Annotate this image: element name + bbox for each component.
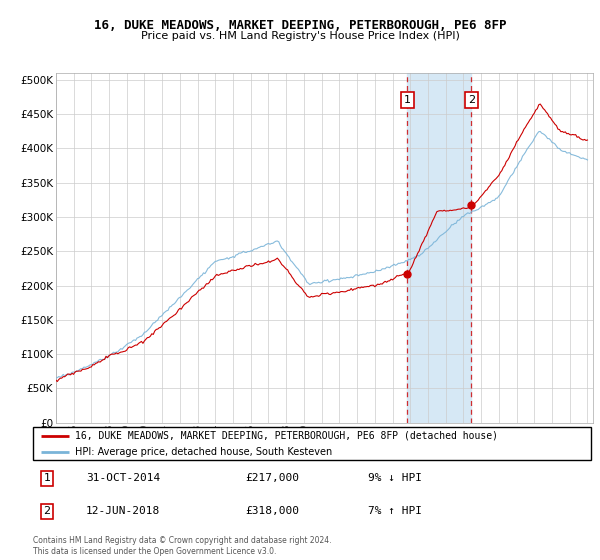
Text: 16, DUKE MEADOWS, MARKET DEEPING, PETERBOROUGH, PE6 8FP (detached house): 16, DUKE MEADOWS, MARKET DEEPING, PETERB… <box>75 431 498 441</box>
Text: 2: 2 <box>467 95 475 105</box>
Text: Contains HM Land Registry data © Crown copyright and database right 2024.
This d: Contains HM Land Registry data © Crown c… <box>33 536 331 556</box>
Bar <box>407 73 471 423</box>
Text: £217,000: £217,000 <box>245 473 299 483</box>
Text: 1: 1 <box>404 95 411 105</box>
Text: HPI: Average price, detached house, South Kesteven: HPI: Average price, detached house, Sout… <box>75 447 332 457</box>
Text: Price paid vs. HM Land Registry's House Price Index (HPI): Price paid vs. HM Land Registry's House … <box>140 31 460 41</box>
Text: £318,000: £318,000 <box>245 506 299 516</box>
Text: 2: 2 <box>43 506 50 516</box>
Text: 16, DUKE MEADOWS, MARKET DEEPING, PETERBOROUGH, PE6 8FP: 16, DUKE MEADOWS, MARKET DEEPING, PETERB… <box>94 18 506 32</box>
Text: 1: 1 <box>43 473 50 483</box>
FancyBboxPatch shape <box>33 427 591 460</box>
Text: 31-OCT-2014: 31-OCT-2014 <box>86 473 160 483</box>
Text: 12-JUN-2018: 12-JUN-2018 <box>86 506 160 516</box>
Text: 7% ↑ HPI: 7% ↑ HPI <box>368 506 422 516</box>
Text: 9% ↓ HPI: 9% ↓ HPI <box>368 473 422 483</box>
